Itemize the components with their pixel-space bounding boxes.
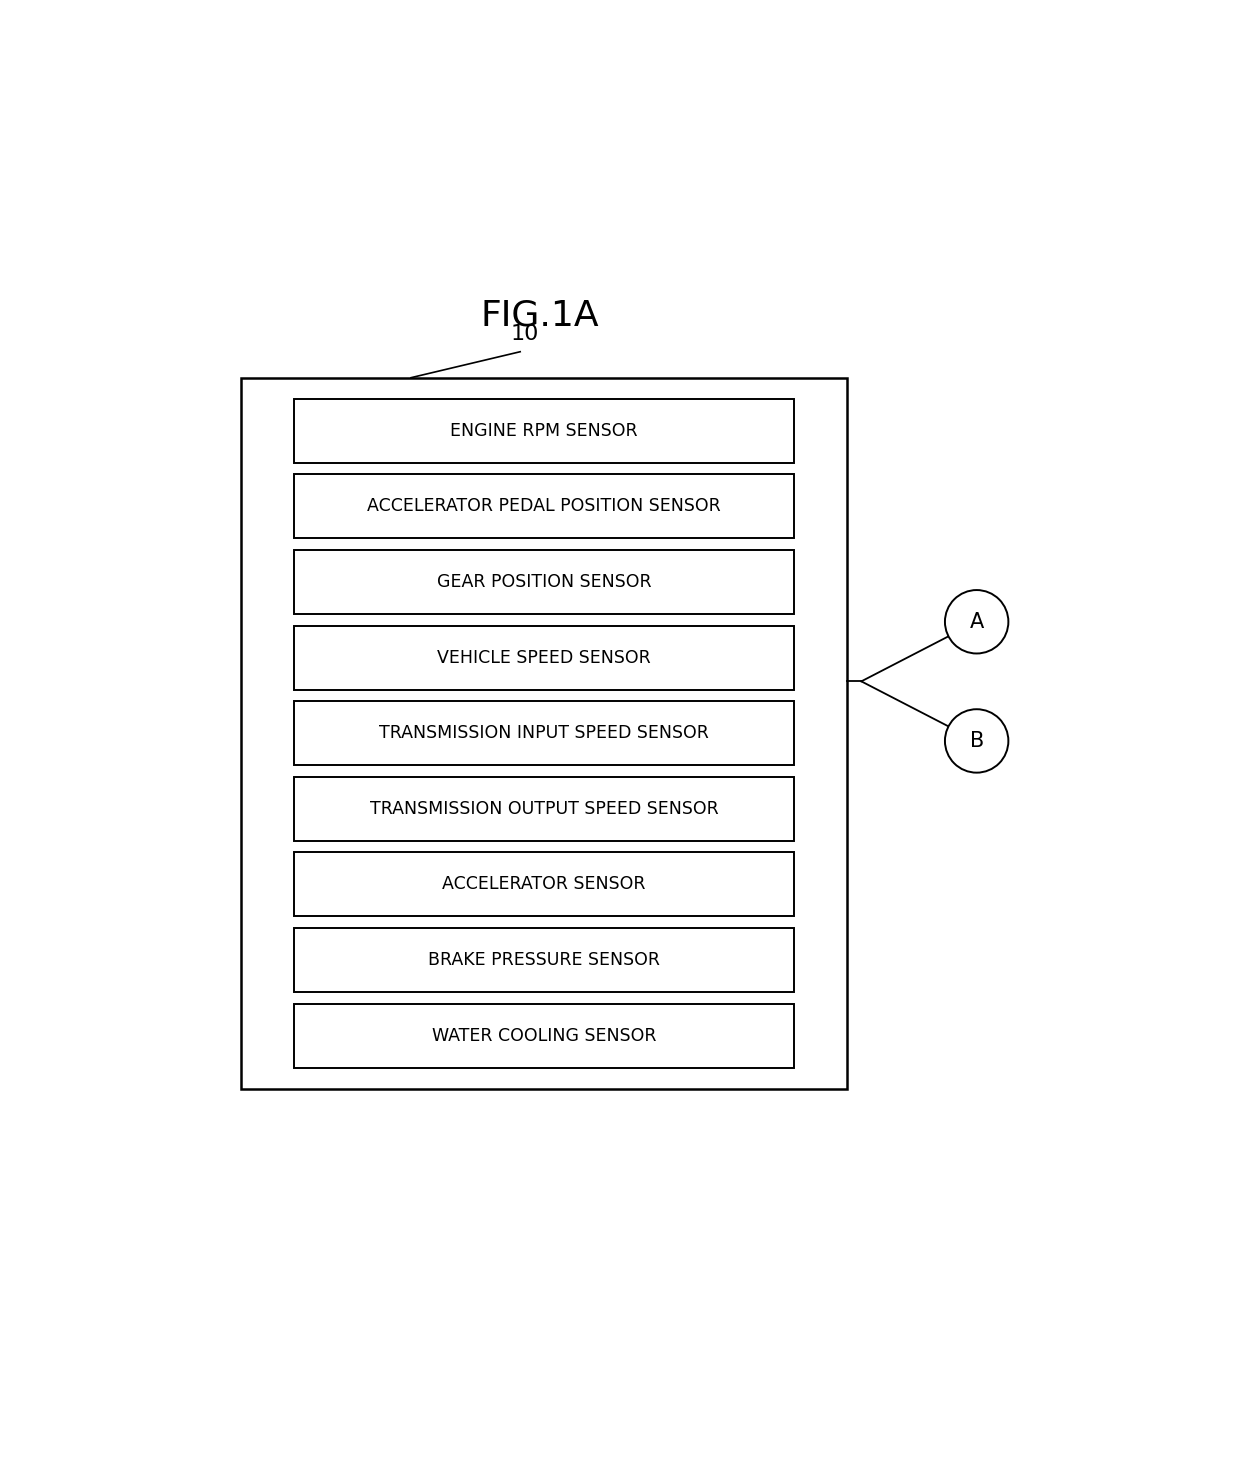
Bar — [294, 550, 794, 613]
Circle shape — [945, 590, 1008, 653]
Bar — [242, 378, 847, 1089]
Bar — [294, 852, 794, 916]
Text: 10: 10 — [511, 325, 539, 344]
Bar — [294, 475, 794, 538]
Bar — [294, 928, 794, 991]
Text: FIG.1A: FIG.1A — [480, 299, 599, 332]
Text: TRANSMISSION INPUT SPEED SENSOR: TRANSMISSION INPUT SPEED SENSOR — [379, 724, 709, 743]
Bar — [294, 1003, 794, 1068]
Text: ENGINE RPM SENSOR: ENGINE RPM SENSOR — [450, 422, 639, 440]
Bar — [294, 702, 794, 765]
Bar — [294, 399, 794, 463]
Text: GEAR POSITION SENSOR: GEAR POSITION SENSOR — [436, 574, 651, 591]
Text: WATER COOLING SENSOR: WATER COOLING SENSOR — [432, 1027, 656, 1044]
Text: VEHICLE SPEED SENSOR: VEHICLE SPEED SENSOR — [438, 649, 651, 666]
Bar — [294, 777, 794, 841]
Text: B: B — [970, 731, 983, 750]
Circle shape — [945, 709, 1008, 772]
Text: A: A — [970, 612, 983, 631]
Text: ACCELERATOR SENSOR: ACCELERATOR SENSOR — [443, 875, 646, 893]
Text: BRAKE PRESSURE SENSOR: BRAKE PRESSURE SENSOR — [428, 952, 660, 969]
Text: TRANSMISSION OUTPUT SPEED SENSOR: TRANSMISSION OUTPUT SPEED SENSOR — [370, 800, 719, 818]
Bar — [294, 625, 794, 690]
Text: ACCELERATOR PEDAL POSITION SENSOR: ACCELERATOR PEDAL POSITION SENSOR — [367, 497, 722, 515]
